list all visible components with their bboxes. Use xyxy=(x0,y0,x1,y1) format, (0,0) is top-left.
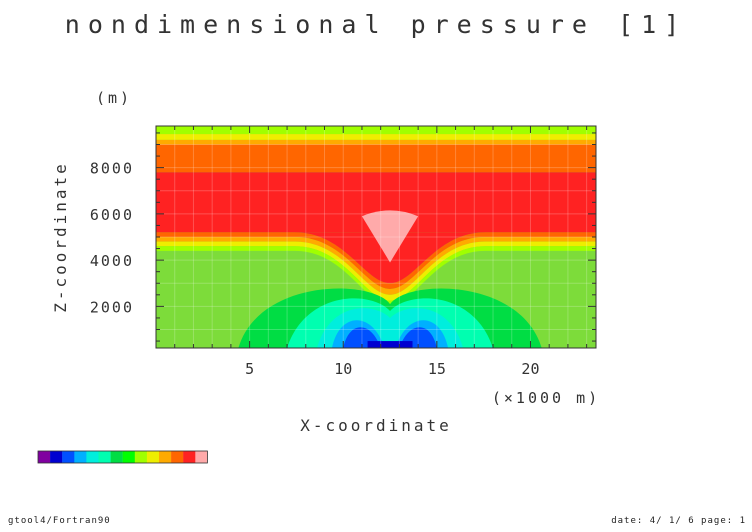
band-orange2 xyxy=(156,144,596,173)
colorbar-swatch xyxy=(122,451,135,463)
colorbar-swatch xyxy=(195,451,208,463)
x-tick-label: 20 xyxy=(521,360,539,378)
x-axis-label: X-coordinate xyxy=(300,416,452,435)
x-tick-label: 5 xyxy=(245,360,254,378)
contour-field xyxy=(156,126,596,348)
colorbar-frame xyxy=(37,450,208,464)
z-tick-label: 6000 xyxy=(90,206,134,224)
axes: 5 10 15 20 2000 4000 6000 8000 (×1000 m) X-coordi… xyxy=(51,89,600,435)
colorbar-swatch xyxy=(134,451,148,463)
colorbar-swatch xyxy=(62,451,75,463)
z-axis-label: Z-coordinate xyxy=(51,161,70,313)
colorbar-swatch xyxy=(38,451,51,463)
z-tick-label: 4000 xyxy=(90,252,134,270)
footer-date: date: 4/ 1/ 6 page: 1 xyxy=(611,516,746,526)
dome-deepblue xyxy=(367,341,413,348)
footer-program: gtool4/Fortran90 xyxy=(8,516,111,526)
x-tick-label: 15 xyxy=(428,360,446,378)
x-tick-label: 10 xyxy=(334,360,352,378)
dome-blue xyxy=(343,327,437,348)
z-tick-label: 2000 xyxy=(90,298,134,316)
colorbar-swatch xyxy=(146,451,160,463)
pink-maximum xyxy=(361,210,419,263)
band-yellow xyxy=(156,134,596,140)
colorbar-swatch xyxy=(98,451,111,463)
colorbar xyxy=(37,450,208,464)
band-orange xyxy=(156,139,596,145)
colorbar-swatch xyxy=(86,451,99,463)
colorbar-swatch xyxy=(183,451,196,463)
z-tick-label: 8000 xyxy=(90,160,134,178)
colorbar-swatch xyxy=(171,451,184,463)
z-unit-label: (m) xyxy=(96,89,132,107)
colorbar-swatch xyxy=(159,451,172,463)
colorbar-swatch xyxy=(74,451,87,463)
colorbar-swatch xyxy=(50,451,63,463)
x-unit-label: (×1000 m) xyxy=(492,389,600,407)
band-top xyxy=(156,126,596,135)
chart-title: nondimensional pressure [1] xyxy=(64,10,688,39)
colorbar-swatch xyxy=(110,451,123,463)
